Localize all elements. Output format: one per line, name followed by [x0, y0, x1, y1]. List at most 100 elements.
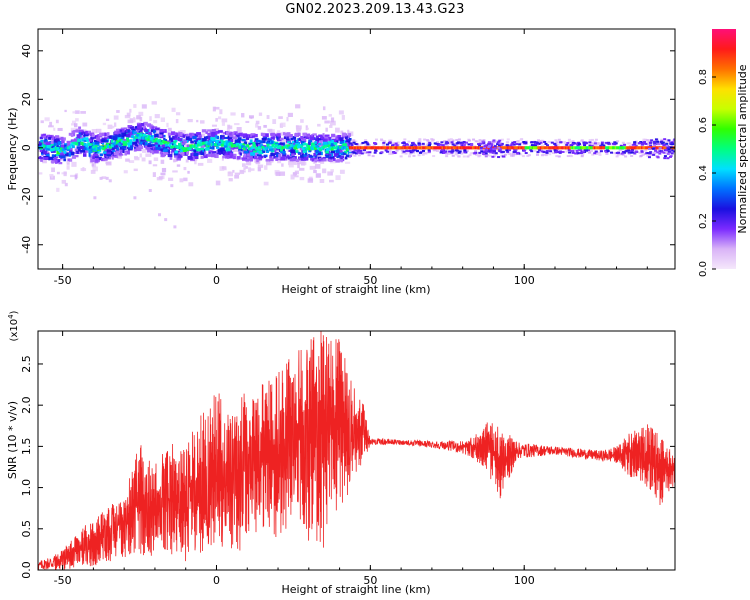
spectrogram-cell — [275, 171, 281, 177]
spectrogram-cell — [110, 144, 114, 148]
spectrogram-cell — [177, 154, 182, 159]
spectrogram-cell — [239, 143, 243, 147]
spectrogram-cell — [265, 159, 269, 162]
spectrogram-cell — [313, 152, 317, 157]
spectrogram-cell — [560, 146, 564, 150]
spectrogram-cell — [300, 156, 304, 161]
spectrogram-cell — [190, 140, 194, 144]
spectrogram-cell — [537, 146, 540, 150]
spectrogram-cell — [48, 125, 54, 128]
spectrogram-cell — [356, 144, 360, 147]
spectrogram-cell — [57, 159, 61, 163]
spectrogram-cell — [306, 127, 309, 130]
spectrogram-cell — [89, 154, 94, 159]
spectrogram-cell — [350, 146, 353, 150]
spectrogram-cell — [162, 149, 167, 152]
spectrogram-cell — [644, 138, 648, 141]
spectrogram-cell — [197, 141, 202, 145]
spectrogram-cell — [481, 140, 485, 143]
spectrogram-cell — [90, 158, 96, 163]
spectrogram-cell — [267, 137, 270, 141]
spectrogram-cell — [430, 146, 434, 150]
spectrogram-cell — [203, 152, 207, 156]
spectrogram-cell — [556, 146, 560, 150]
spectrogram-cell — [630, 149, 634, 152]
spectrogram-cell — [207, 142, 211, 146]
spectrogram-cell — [232, 136, 238, 140]
spectrogram-cell — [256, 147, 260, 151]
spectrogram-cell — [344, 161, 351, 164]
spectrogram-cell — [45, 140, 48, 143]
spectrogram-cell — [431, 146, 435, 150]
spectrogram-cell — [39, 142, 43, 145]
spectrogram-cell — [249, 150, 254, 154]
spectrogram-cell — [136, 115, 141, 119]
snr-x-tick-label: 50 — [363, 574, 377, 587]
spectrogram-cell — [489, 143, 493, 146]
spectrogram-cell — [215, 180, 221, 186]
spectrogram-cell — [618, 149, 622, 152]
spectrogram-cell — [42, 158, 47, 164]
spectrogram-cell — [324, 144, 328, 148]
spectrogram-cell — [629, 146, 633, 150]
spectrogram-cell — [392, 151, 396, 154]
spectrogram-cell — [388, 139, 392, 142]
spectrogram-cell — [569, 154, 573, 157]
spectrogram-cell — [626, 142, 630, 145]
spectrogram-cell — [234, 174, 240, 179]
spectrogram-cell — [382, 141, 386, 144]
spectrogram-cell — [80, 150, 86, 153]
spectrogram-cell — [407, 155, 411, 158]
spectrogram-cell — [322, 145, 326, 149]
spectrogram-cell — [672, 150, 675, 153]
spectrogram-cell — [200, 144, 205, 148]
spectrogram-cell — [367, 154, 371, 157]
spectrogram-cell — [596, 142, 600, 145]
snr-frame — [37, 330, 676, 571]
spectrogram-cell — [516, 140, 520, 143]
spectrogram-cell — [523, 146, 526, 150]
spectrogram-cell — [619, 144, 623, 147]
spectrogram-cell — [64, 143, 68, 146]
spectrogram-cell — [136, 122, 139, 125]
spectrogram-cell — [565, 143, 569, 146]
spectrogram-cell — [552, 146, 555, 150]
spectrogram-cell — [85, 139, 89, 142]
spectrogram-cell — [290, 146, 294, 150]
spectrogram-cell — [46, 154, 50, 158]
spectrogram-cell — [246, 153, 252, 157]
spectrogram-cell — [237, 137, 242, 141]
spectrogram-cell — [606, 142, 610, 145]
spectrogram-cell — [431, 138, 435, 141]
spectrogram-cell — [557, 146, 561, 150]
spectrogram-cell — [243, 153, 246, 158]
spectrogram-cell — [116, 147, 119, 151]
spectrogram-cell — [109, 155, 113, 158]
spectrogram-cell — [223, 131, 226, 135]
spectrogram-cell — [506, 138, 510, 141]
spectrogram-cell — [478, 151, 482, 154]
spectrogram-cell — [279, 137, 284, 141]
spectrogram-cell — [102, 151, 107, 154]
spectrogram-cell — [483, 150, 487, 153]
spectrogram-cell — [200, 152, 205, 156]
spectrogram-cell — [372, 146, 375, 150]
spectrogram-cell — [658, 150, 662, 153]
spectrogram-cell — [348, 142, 352, 145]
spectrogram-cell — [352, 151, 356, 154]
spectrogram-cell — [653, 143, 657, 146]
spectrogram-cell — [261, 137, 267, 141]
spectrogram-cell — [71, 123, 76, 126]
spectrogram-cell — [115, 144, 119, 148]
spectrogram-cell — [288, 142, 291, 146]
spectrogram-cell — [554, 151, 558, 154]
spectrogram-cell — [541, 146, 544, 150]
spectrogram-cell — [662, 144, 666, 147]
spectrogram-cell — [255, 123, 259, 128]
spectrogram-cell — [635, 146, 638, 150]
spectrogram-cell — [74, 110, 80, 114]
spectrogram-cell — [345, 133, 348, 137]
spectrogram-cell — [275, 157, 278, 161]
spectrogram-cell — [579, 149, 583, 152]
